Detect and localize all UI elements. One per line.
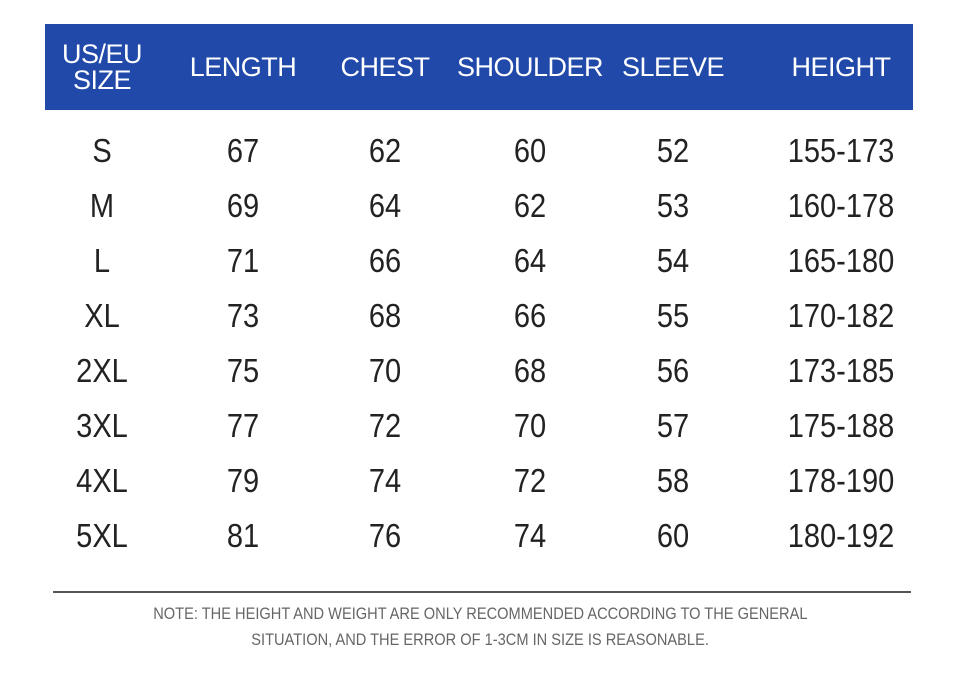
- cell-height: 165-180: [787, 241, 895, 279]
- cell-size: 3XL: [76, 406, 128, 444]
- note-text-2: SITUATION, AND THE ERROR OF 1-3CM IN SIZ…: [251, 630, 709, 649]
- cell-chest: 72: [368, 406, 402, 444]
- cell-sleeve: 60: [656, 516, 690, 554]
- cell-height: 155-173: [787, 131, 895, 169]
- cell-size: XL: [84, 296, 120, 334]
- table-row: 2XL 75 70 68 56 173-185: [0, 343, 960, 398]
- cell-shoulder: 62: [513, 186, 547, 224]
- table-row: 5XL 81 76 74 60 180-192: [0, 508, 960, 563]
- cell-sleeve: 58: [656, 461, 690, 499]
- table-row: 3XL 77 72 70 57 175-188: [0, 398, 960, 453]
- cell-shoulder: 64: [513, 241, 547, 279]
- header-size-line1: US/EU: [61, 39, 143, 69]
- table-row: M 69 64 62 53 160-178: [0, 178, 960, 233]
- header-size: US/EU SIZE: [61, 24, 143, 110]
- cell-length: 81: [226, 516, 260, 554]
- cell-chest: 64: [368, 186, 402, 224]
- cell-size: L: [93, 241, 111, 279]
- note-line-2: SITUATION, AND THE ERROR OF 1-3CM IN SIZ…: [0, 630, 960, 650]
- cell-size: M: [89, 186, 115, 224]
- cell-height: 173-185: [787, 351, 895, 389]
- cell-chest: 66: [368, 241, 402, 279]
- cell-length: 71: [226, 241, 260, 279]
- cell-size: 2XL: [76, 351, 128, 389]
- header-size-line2: SIZE: [72, 65, 132, 95]
- table-row: XL 73 68 66 55 170-182: [0, 288, 960, 343]
- header-sleeve: SLEEVE: [621, 52, 725, 82]
- cell-chest: 62: [368, 131, 402, 169]
- header-height: HEIGHT: [791, 52, 891, 82]
- cell-length: 73: [226, 296, 260, 334]
- cell-length: 67: [226, 131, 260, 169]
- cell-length: 69: [226, 186, 260, 224]
- table-row: S 67 62 60 52 155-173: [0, 123, 960, 178]
- note-text-1: NOTE: THE HEIGHT AND WEIGHT ARE ONLY REC…: [152, 604, 808, 623]
- cell-length: 75: [226, 351, 260, 389]
- cell-sleeve: 53: [656, 186, 690, 224]
- cell-shoulder: 70: [513, 406, 547, 444]
- cell-height: 170-182: [787, 296, 895, 334]
- cell-shoulder: 74: [513, 516, 547, 554]
- table-row: 4XL 79 74 72 58 178-190: [0, 453, 960, 508]
- cell-shoulder: 66: [513, 296, 547, 334]
- cell-shoulder: 60: [513, 131, 547, 169]
- cell-shoulder: 72: [513, 461, 547, 499]
- cell-height: 180-192: [787, 516, 895, 554]
- cell-size: S: [92, 131, 112, 169]
- header-shoulder: SHOULDER: [456, 52, 604, 82]
- cell-sleeve: 55: [656, 296, 690, 334]
- divider: [53, 591, 911, 593]
- header-chest: CHEST: [340, 52, 430, 82]
- table-header: US/EU SIZE LENGTH CHEST SHOULDER SLEEVE …: [45, 24, 913, 110]
- cell-sleeve: 52: [656, 131, 690, 169]
- cell-chest: 70: [368, 351, 402, 389]
- cell-length: 77: [226, 406, 260, 444]
- cell-sleeve: 54: [656, 241, 690, 279]
- cell-chest: 76: [368, 516, 402, 554]
- cell-length: 79: [226, 461, 260, 499]
- note-line-1: NOTE: THE HEIGHT AND WEIGHT ARE ONLY REC…: [0, 604, 960, 624]
- cell-sleeve: 56: [656, 351, 690, 389]
- cell-shoulder: 68: [513, 351, 547, 389]
- cell-chest: 74: [368, 461, 402, 499]
- cell-height: 160-178: [787, 186, 895, 224]
- cell-chest: 68: [368, 296, 402, 334]
- cell-sleeve: 57: [656, 406, 690, 444]
- cell-size: 4XL: [76, 461, 128, 499]
- table-row: L 71 66 64 54 165-180: [0, 233, 960, 288]
- header-length: LENGTH: [189, 52, 297, 82]
- cell-height: 178-190: [787, 461, 895, 499]
- cell-height: 175-188: [787, 406, 895, 444]
- cell-size: 5XL: [76, 516, 128, 554]
